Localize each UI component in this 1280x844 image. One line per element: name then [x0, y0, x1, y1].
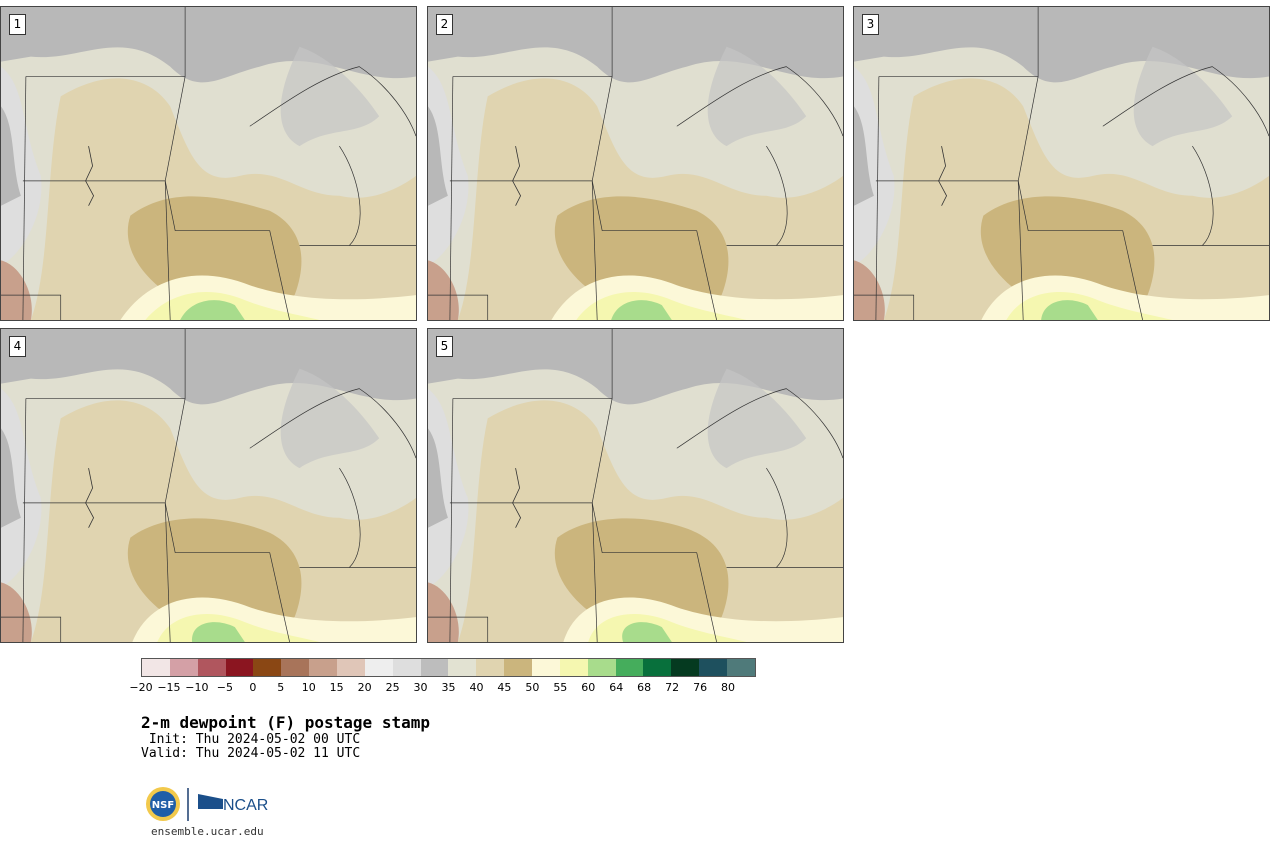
- colorbar-tick-label: 10: [301, 681, 316, 694]
- map-panel-3: 3: [853, 6, 1270, 321]
- panel-label: 5: [436, 336, 453, 357]
- map-panel-4: 4: [0, 328, 417, 643]
- colorbar-segment: [699, 659, 728, 676]
- colorbar-segment: [671, 659, 700, 676]
- colorbar-segment: [420, 659, 449, 676]
- colorbar-segment: [169, 659, 198, 676]
- colorbar-tick-label: 40: [469, 681, 484, 694]
- ncar-logo-icon: NCAR: [198, 794, 268, 814]
- panel-label: 3: [862, 14, 879, 35]
- panel-label: 4: [9, 336, 26, 357]
- colorbar-tick-label: −15: [157, 681, 181, 694]
- colorbar-segment: [476, 659, 505, 676]
- colorbar-tick-label: 15: [329, 681, 344, 694]
- colorbar-segment: [559, 659, 588, 676]
- colorbar-tick-label: 50: [525, 681, 540, 694]
- colorbar-tick-label: −10: [185, 681, 209, 694]
- colorbar-segment: [197, 659, 226, 676]
- logos: NSF NCAR: [146, 787, 268, 821]
- colorbar-tick-label: 30: [413, 681, 428, 694]
- colorbar-segment: [309, 659, 338, 676]
- colorbar: [141, 658, 756, 677]
- colorbar-segment: [615, 659, 644, 676]
- colorbar-tick-label: 45: [497, 681, 512, 694]
- colorbar-tick-label: 76: [693, 681, 708, 694]
- nsf-logo-text: NSF: [152, 800, 174, 811]
- colorbar-tick-label: −20: [129, 681, 153, 694]
- colorbar-tick-label: 80: [721, 681, 736, 694]
- map-panel-2: 2: [427, 6, 844, 321]
- colorbar-segment: [448, 659, 477, 676]
- map-panel-1: 1: [0, 6, 417, 321]
- dewpoint-map: [854, 7, 1269, 320]
- dewpoint-map: [428, 7, 843, 320]
- dewpoint-map: [1, 329, 416, 642]
- colorbar-tick-label: 25: [385, 681, 400, 694]
- map-panel-5: 5: [427, 328, 844, 643]
- colorbar-segment: [337, 659, 365, 676]
- colorbar-segment: [643, 659, 672, 676]
- colorbar-segment: [225, 659, 254, 676]
- colorbar-segment: [392, 659, 421, 676]
- colorbar-segment: [142, 659, 170, 676]
- colorbar-tick-label: 68: [637, 681, 652, 694]
- colorbar-tick-label: −5: [216, 681, 233, 694]
- dewpoint-map: [428, 329, 843, 642]
- colorbar-segment: [253, 659, 282, 676]
- colorbar-tick-label: 35: [441, 681, 456, 694]
- site-url: ensemble.ucar.edu: [151, 825, 264, 838]
- nsf-logo-icon: NSF: [146, 787, 180, 821]
- colorbar-tick-label: 64: [609, 681, 624, 694]
- dewpoint-map: [1, 7, 416, 320]
- colorbar-tick-label: 20: [357, 681, 372, 694]
- colorbar-tick-label: 72: [665, 681, 680, 694]
- colorbar-tick-label: 55: [553, 681, 568, 694]
- colorbar-segment: [587, 659, 616, 676]
- plot-title: 2-m dewpoint (F) postage stamp: [141, 713, 430, 732]
- colorbar-segment: [727, 659, 755, 676]
- ncar-logo-text: NCAR: [223, 797, 268, 814]
- colorbar-segment: [532, 659, 560, 676]
- panel-label: 2: [436, 14, 453, 35]
- colorbar-ticks: −20 −15 −10 −5 0 5 10 15 20 25 30 35 40 45 50 55 60 64 68 7…: [129, 681, 756, 695]
- init-time: Init: Thu 2024-05-02 00 UTC: [141, 732, 361, 747]
- colorbar-tick-label: 60: [581, 681, 596, 694]
- valid-time: Valid: Thu 2024-05-02 11 UTC: [141, 746, 361, 761]
- colorbar-segment: [504, 659, 533, 676]
- colorbar-segment: [281, 659, 310, 676]
- panel-label: 1: [9, 14, 26, 35]
- colorbar-tick-label: 0: [249, 681, 257, 694]
- colorbar-tick-label: 5: [277, 681, 285, 694]
- colorbar-segment: [364, 659, 393, 676]
